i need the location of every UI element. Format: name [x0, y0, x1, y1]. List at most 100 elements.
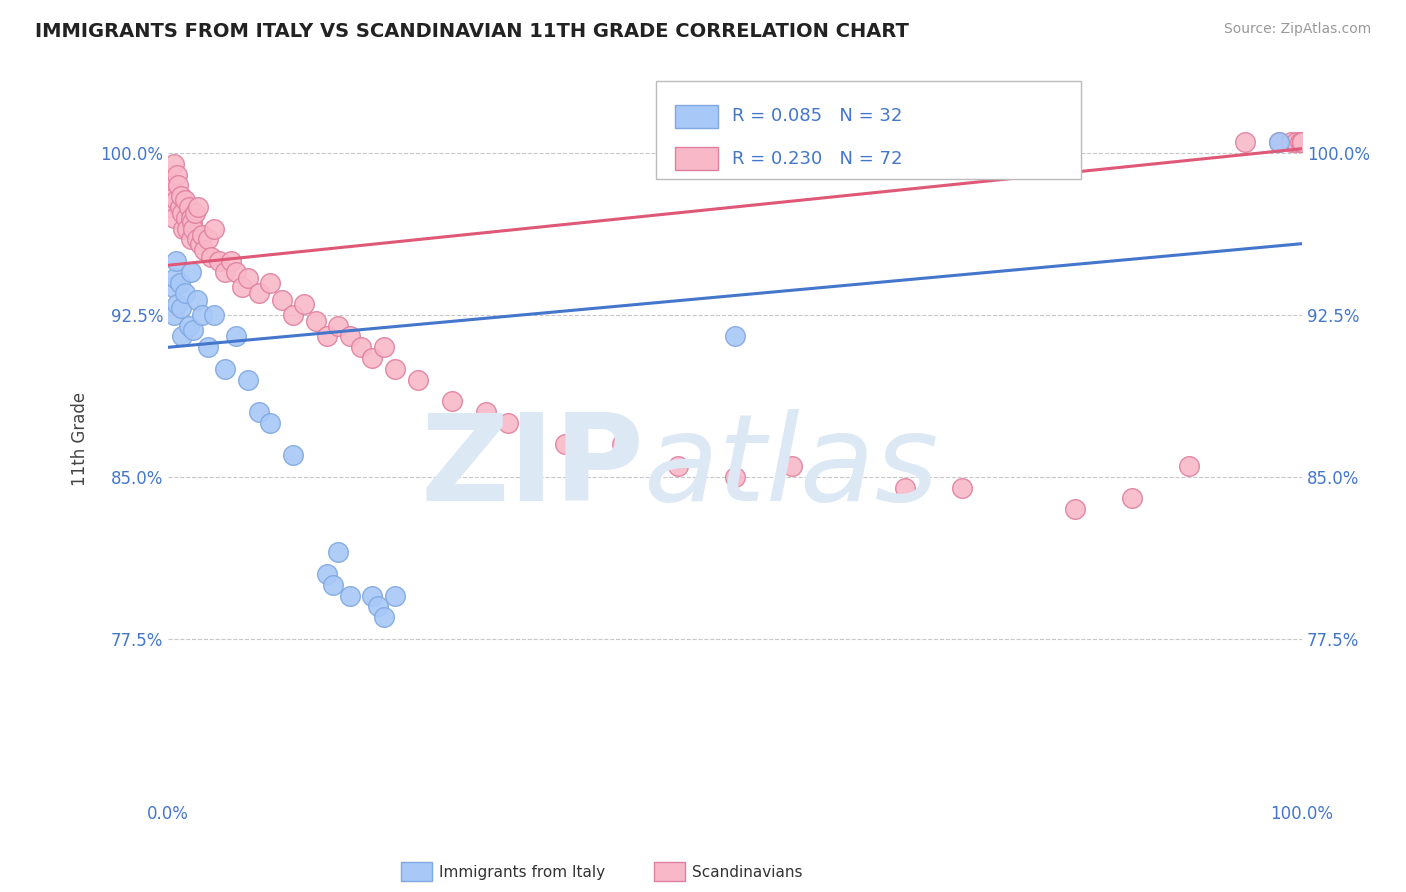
Text: ZIP: ZIP	[420, 409, 644, 526]
Point	[163, 189, 186, 203]
Point	[163, 308, 186, 322]
Point	[177, 318, 200, 333]
Point	[1291, 135, 1313, 149]
Point	[159, 200, 181, 214]
Point	[894, 481, 917, 495]
Point	[208, 254, 231, 268]
Point	[474, 405, 496, 419]
Point	[225, 265, 247, 279]
Point	[191, 227, 214, 242]
Point	[281, 448, 304, 462]
Point	[281, 308, 304, 322]
Point	[384, 362, 406, 376]
Point	[202, 221, 225, 235]
Point	[1288, 135, 1310, 149]
FancyBboxPatch shape	[675, 104, 718, 128]
Point	[176, 221, 198, 235]
Point	[177, 200, 200, 214]
Point	[236, 271, 259, 285]
Point	[169, 200, 191, 214]
Point	[184, 206, 207, 220]
Point	[180, 232, 202, 246]
FancyBboxPatch shape	[655, 81, 1081, 178]
Point	[181, 221, 204, 235]
Point	[231, 280, 253, 294]
Point	[162, 280, 184, 294]
Point	[197, 232, 219, 246]
Point	[440, 394, 463, 409]
Point	[367, 599, 389, 614]
Point	[166, 168, 188, 182]
Point	[322, 578, 344, 592]
Point	[373, 340, 395, 354]
Point	[188, 236, 211, 251]
Point	[181, 215, 204, 229]
FancyBboxPatch shape	[675, 147, 718, 170]
Point	[1291, 135, 1313, 149]
Point	[1268, 135, 1291, 149]
Point	[170, 301, 193, 316]
Point	[270, 293, 292, 307]
Point	[316, 329, 339, 343]
Point	[1291, 135, 1313, 149]
Point	[219, 254, 242, 268]
Point	[170, 329, 193, 343]
Point	[247, 286, 270, 301]
Point	[406, 373, 429, 387]
Point	[373, 610, 395, 624]
Y-axis label: 11th Grade: 11th Grade	[72, 392, 89, 486]
Point	[172, 221, 194, 235]
Point	[165, 254, 187, 268]
Point	[191, 308, 214, 322]
Point	[200, 250, 222, 264]
Point	[1291, 135, 1313, 149]
Point	[1177, 458, 1199, 473]
Point	[1291, 135, 1313, 149]
Point	[304, 314, 326, 328]
Point	[328, 545, 350, 559]
Point	[339, 589, 361, 603]
Text: Source: ZipAtlas.com: Source: ZipAtlas.com	[1223, 22, 1371, 37]
Point	[202, 308, 225, 322]
Point	[236, 373, 259, 387]
Point	[1279, 135, 1302, 149]
Point	[339, 329, 361, 343]
Point	[361, 351, 384, 365]
Point	[169, 276, 191, 290]
Text: R = 0.085   N = 32: R = 0.085 N = 32	[731, 107, 903, 125]
Point	[214, 362, 236, 376]
Point	[176, 211, 198, 225]
Point	[1121, 491, 1143, 506]
Point	[166, 297, 188, 311]
Point	[187, 200, 209, 214]
Point	[292, 297, 315, 311]
Point	[167, 178, 190, 193]
Text: R = 0.230   N = 72: R = 0.230 N = 72	[731, 150, 903, 168]
Point	[170, 206, 193, 220]
Point	[180, 265, 202, 279]
Point	[316, 566, 339, 581]
Point	[361, 589, 384, 603]
Point	[668, 458, 690, 473]
Point	[181, 323, 204, 337]
Point	[1268, 135, 1291, 149]
Point	[214, 265, 236, 279]
Point	[170, 189, 193, 203]
Point	[328, 318, 350, 333]
Point	[384, 589, 406, 603]
Point	[498, 416, 520, 430]
Point	[1234, 135, 1257, 149]
Point	[724, 470, 747, 484]
Point	[780, 458, 803, 473]
Point	[247, 405, 270, 419]
Point	[350, 340, 373, 354]
Text: Scandinavians: Scandinavians	[692, 865, 803, 880]
Point	[950, 481, 973, 495]
Text: Immigrants from Italy: Immigrants from Italy	[439, 865, 605, 880]
Point	[180, 211, 202, 225]
Point	[174, 286, 197, 301]
Point	[724, 329, 747, 343]
Point	[160, 178, 183, 193]
Point	[1285, 135, 1308, 149]
Point	[186, 293, 208, 307]
